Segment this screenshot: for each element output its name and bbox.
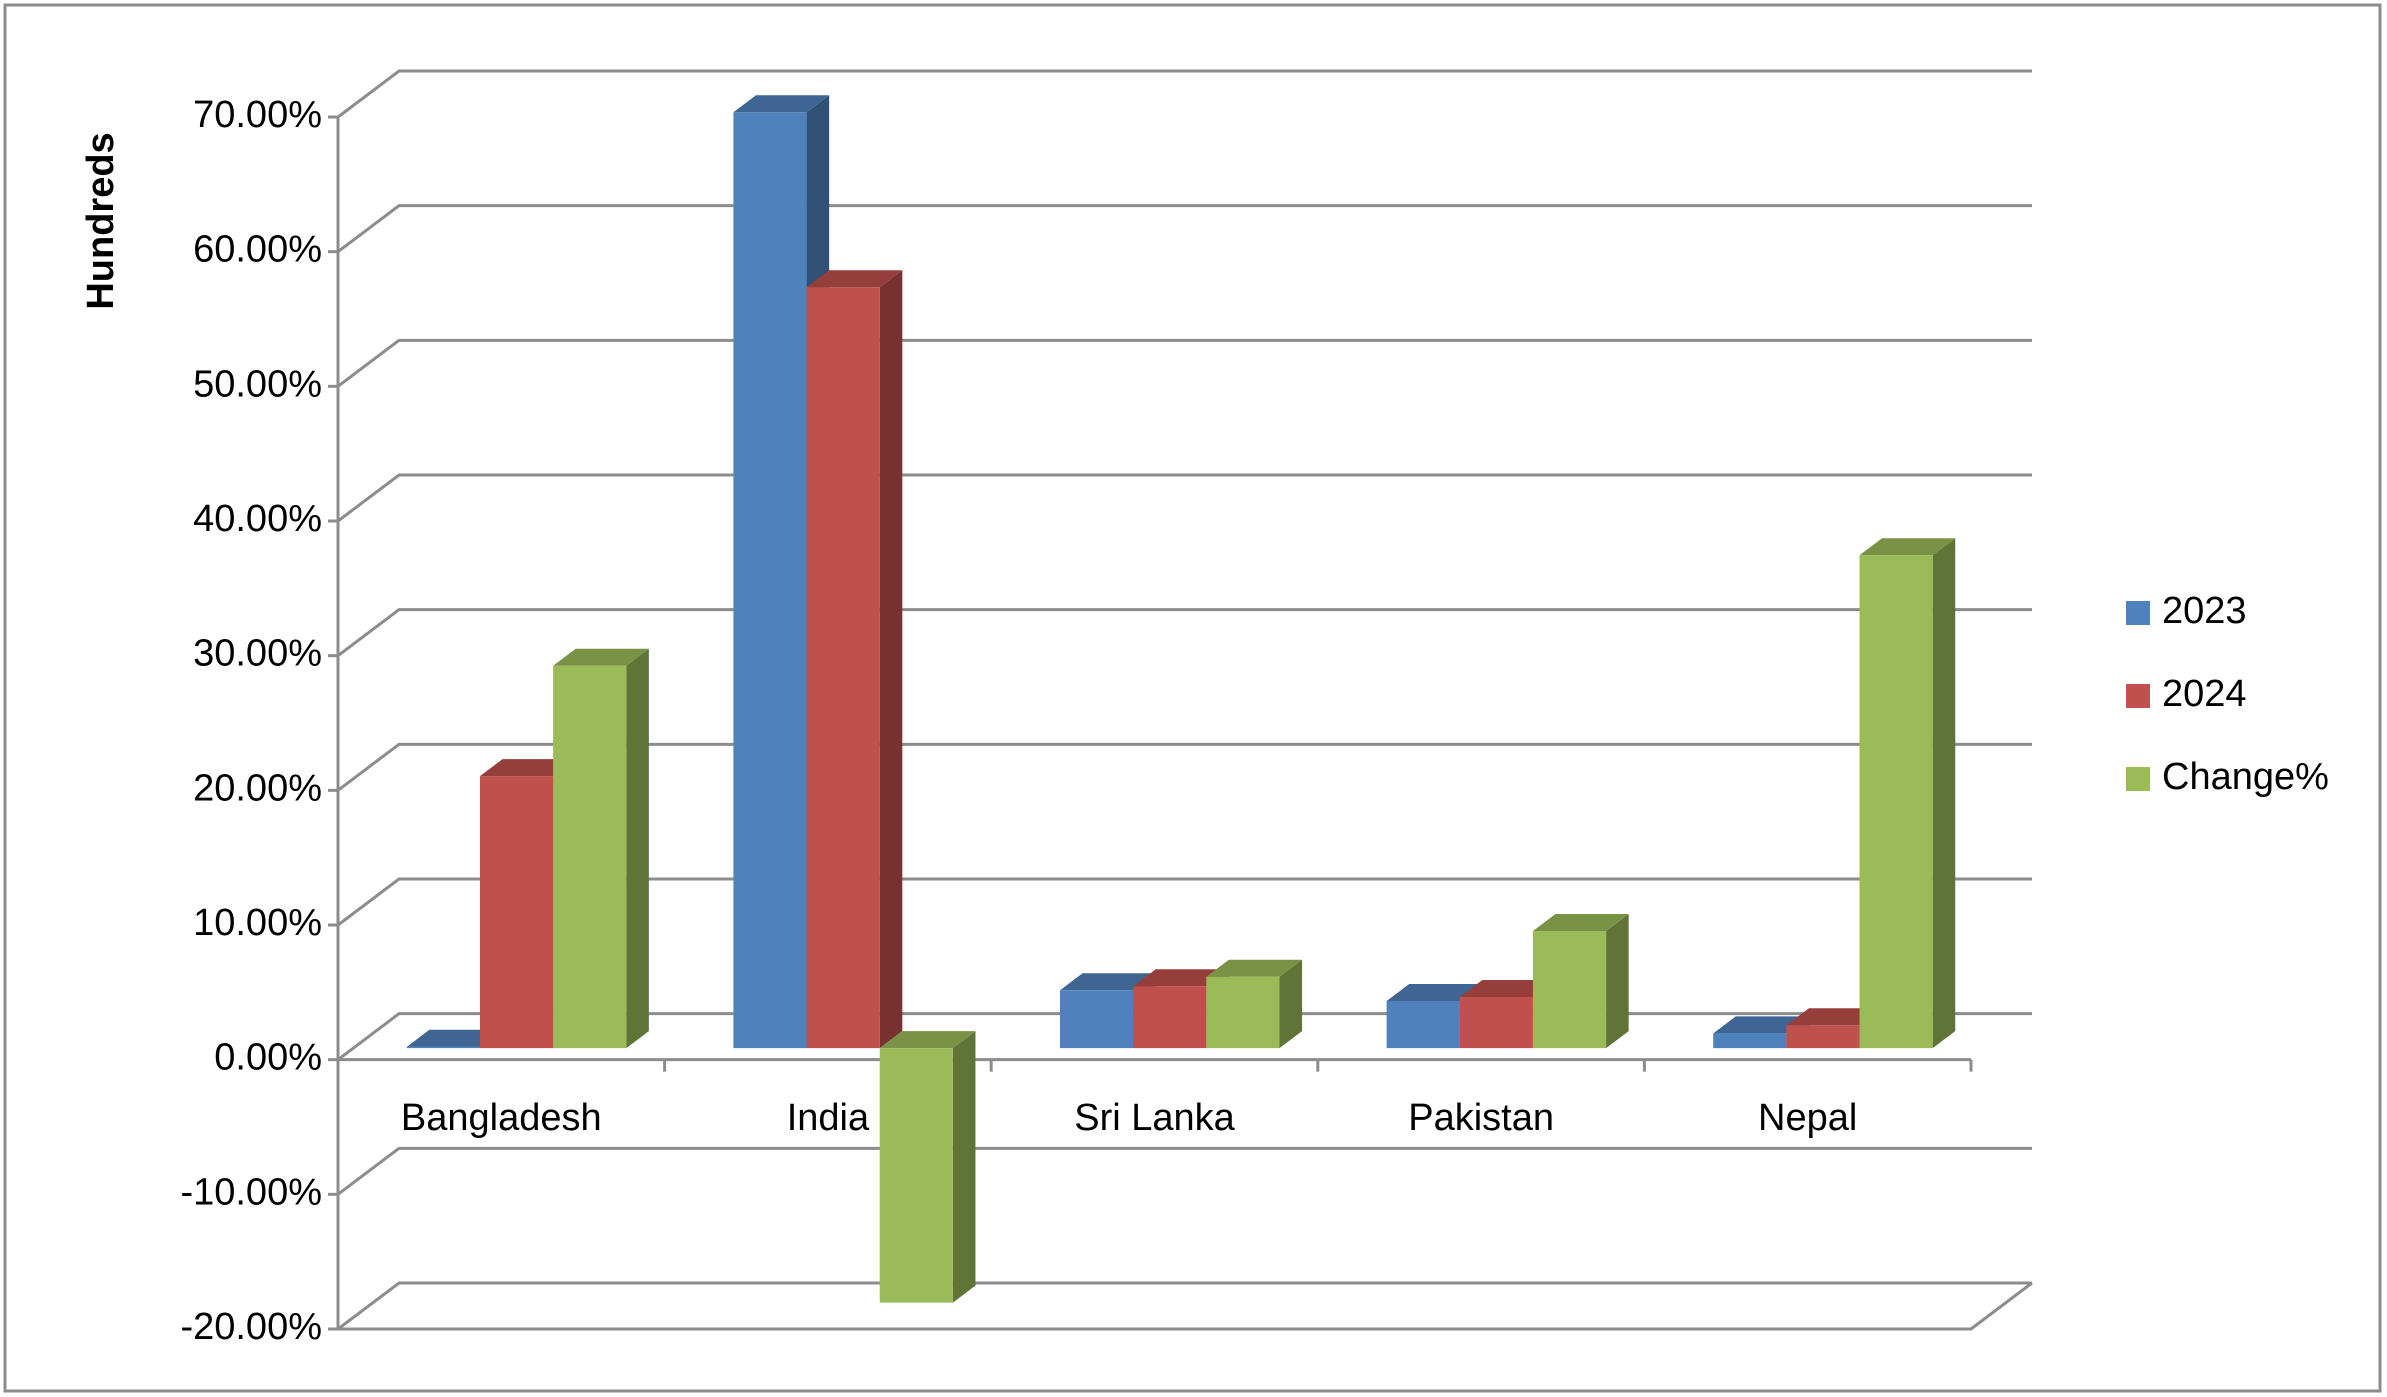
bar-side [626, 648, 649, 1049]
y-tick-label: 0.00% [214, 1037, 322, 1079]
bar-top [1713, 1016, 1809, 1034]
bar-top [879, 1031, 976, 1049]
bar-top [1532, 913, 1629, 932]
grid-line [337, 1281, 2032, 1331]
bar [806, 270, 903, 1049]
grid-line [337, 608, 2032, 657]
bar-front [1206, 976, 1280, 1049]
y-tick-label: -20.00% [180, 1306, 322, 1348]
legend-label: Change% [2162, 756, 2329, 798]
bar-front [1859, 555, 1933, 1049]
bar-front [1133, 986, 1207, 1049]
grid-line [337, 742, 2032, 792]
bar-top [406, 1029, 503, 1047]
legend-swatch [2126, 684, 2150, 708]
bar-top [1859, 538, 1956, 556]
bar [1859, 538, 1956, 1049]
bar-top [553, 648, 649, 666]
y-tick-label: 20.00% [193, 767, 322, 809]
bar-top [1786, 1008, 1883, 1026]
grid-line [337, 69, 2032, 119]
bar-side [879, 270, 903, 1049]
bar [553, 648, 649, 1049]
bar-front [1459, 996, 1533, 1049]
x-tick-label: Sri Lanka [1074, 1097, 1235, 1139]
y-tick-label: 50.00% [193, 363, 322, 405]
bar-top [1206, 959, 1303, 977]
x-tick-label: Bangladesh [401, 1097, 602, 1139]
y-tick-label: 70.00% [193, 94, 322, 136]
grid-line [337, 338, 2032, 388]
bar-front [1060, 990, 1134, 1049]
x-tick-label: India [787, 1097, 870, 1139]
legend-swatch [2126, 601, 2150, 625]
y-tick-label: 60.00% [193, 229, 322, 271]
legend-swatch [2126, 767, 2150, 791]
bar-top [806, 270, 903, 288]
bar-side [1606, 913, 1629, 1049]
bar-front [406, 1046, 480, 1049]
bar-front [1713, 1033, 1787, 1049]
bar [1206, 959, 1303, 1049]
y-tick-label: -10.00% [180, 1171, 322, 1213]
bar-front [806, 287, 880, 1049]
bar-top [1459, 979, 1556, 997]
bar-side [952, 1031, 976, 1303]
bar-side [1279, 959, 1303, 1049]
bar-front [879, 1048, 953, 1303]
legend-label: 2024 [2162, 673, 2247, 715]
bar-front [479, 776, 554, 1049]
grid-line [337, 877, 2032, 927]
grid-line [337, 204, 2032, 253]
bar [1532, 913, 1629, 1049]
bar-top [479, 759, 576, 777]
bar-top [1133, 969, 1229, 987]
grid-line [337, 473, 2032, 523]
bar-front [733, 112, 807, 1049]
x-tick-label: Nepal [1758, 1097, 1857, 1139]
bar-top [1386, 984, 1483, 1002]
bar-front [553, 665, 627, 1049]
y-tick-label: 40.00% [193, 498, 322, 540]
bar [879, 1031, 976, 1303]
bar-side [1932, 538, 1956, 1049]
y-axis-title: Hundreds [80, 132, 122, 309]
bar-front [1386, 1001, 1460, 1049]
legend-label: 2023 [2162, 590, 2247, 632]
x-tick-label: Pakistan [1408, 1097, 1554, 1139]
bar-front [1532, 931, 1607, 1049]
bar-front [1786, 1025, 1860, 1049]
grid-line [337, 1146, 2032, 1196]
chart-border [3, 3, 2382, 1393]
bar-top [733, 95, 830, 113]
floor-edge [338, 1281, 2033, 1331]
y-tick-label: 30.00% [193, 633, 322, 675]
bar-top [1060, 973, 1156, 991]
y-tick-label: 10.00% [193, 902, 322, 944]
